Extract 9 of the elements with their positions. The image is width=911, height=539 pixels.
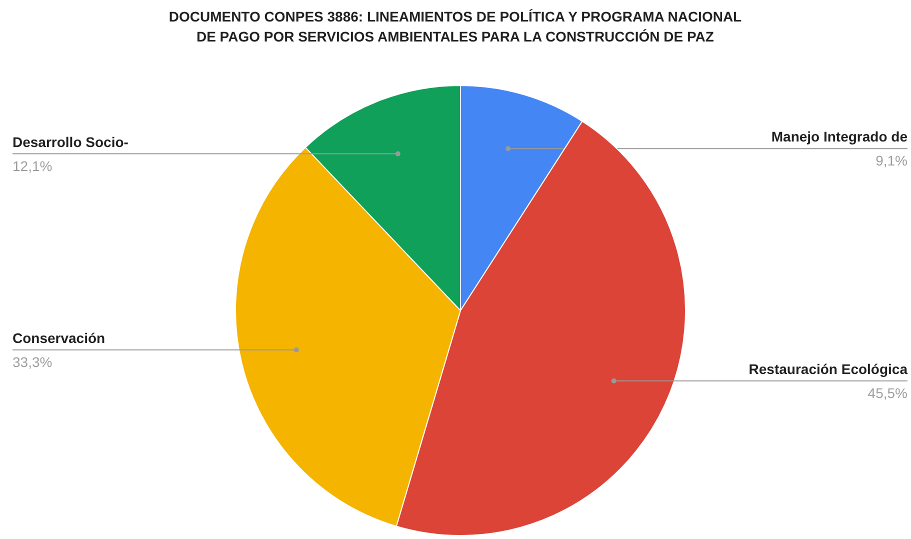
slice-label: Restauración Ecológica [748, 360, 908, 377]
data-label: 12,1% [12, 158, 52, 174]
slice-label: Desarrollo Socio- [12, 134, 129, 150]
slice-label: Manejo Integrado de [771, 128, 908, 145]
data-label: 9,1% [876, 152, 908, 169]
slice-label: Conservación [12, 330, 106, 346]
data-label: 33,3% [12, 354, 52, 370]
chart-title: DOCUMENTO CONPES 3886: LINEAMIENTOS DE POLÍTICA Y PROGRAMA NACIONAL DE PAGO POR SERVICIOS AMBIENTALES PARA LA CONSTRUCCIÓN DE PAZ [168, 8, 742, 44]
data-label: 45,5% [868, 384, 908, 401]
